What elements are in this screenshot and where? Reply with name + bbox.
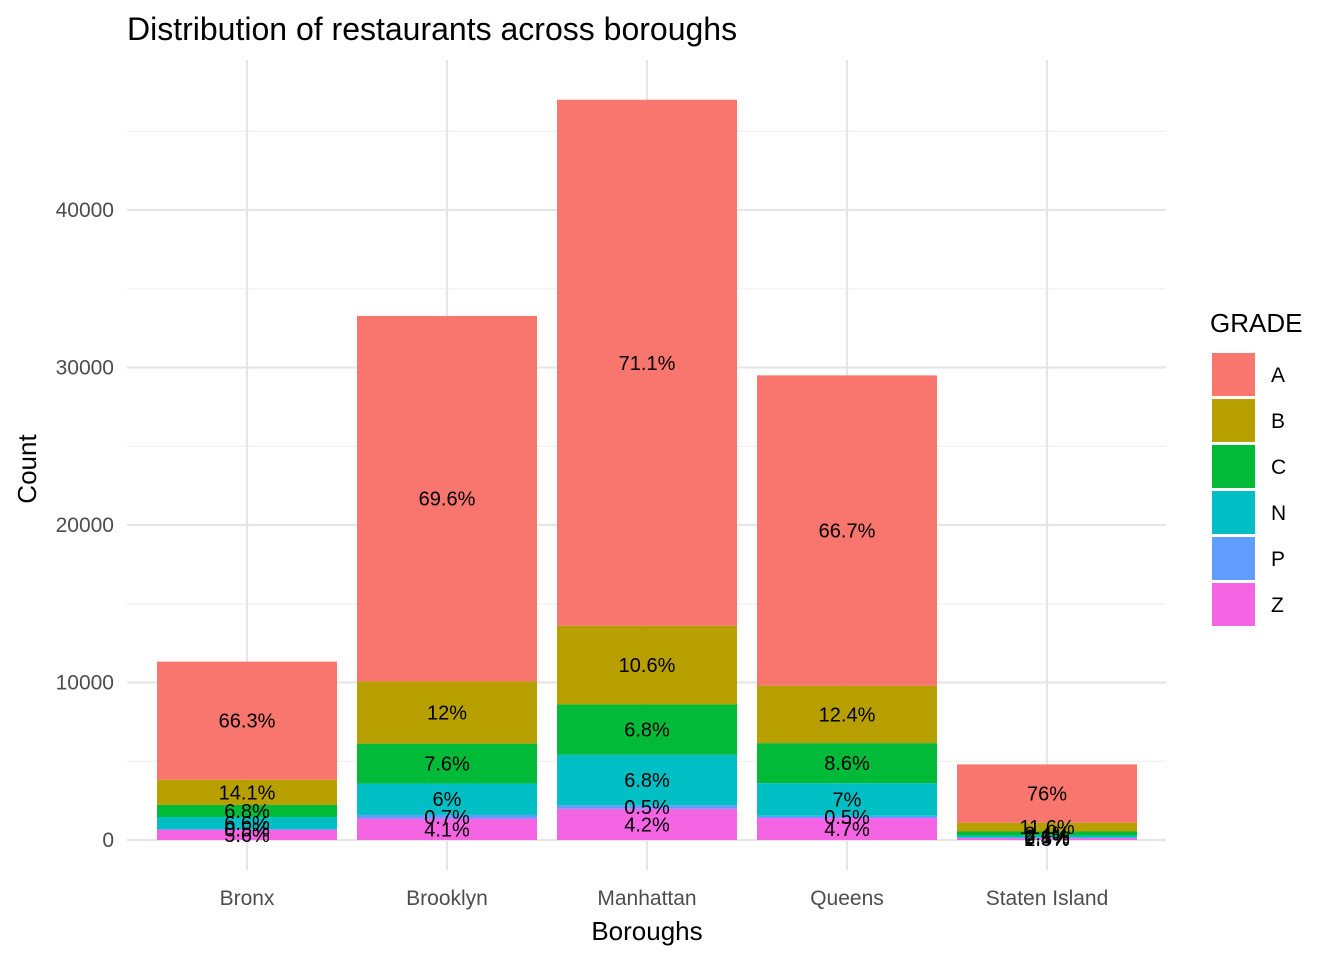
y-tick-label: 0 [102, 829, 114, 852]
legend-label-z: Z [1271, 594, 1284, 617]
bar-segment-n [157, 817, 337, 830]
y-tick-label: 10000 [56, 672, 114, 695]
bar-segment-n [357, 783, 537, 815]
bar-label-b: 10.6% [619, 655, 676, 677]
bar-segment-z [357, 818, 537, 840]
bar-segment-c [357, 743, 537, 784]
legend-label-p: P [1271, 548, 1285, 571]
x-tick-label: Staten Island [986, 887, 1109, 910]
legend-label-b: B [1271, 410, 1285, 433]
x-tick-label: Brooklyn [406, 887, 488, 910]
bar-segment-b [357, 681, 537, 744]
bar-label-z: 4.2% [624, 814, 670, 836]
bar-label-p: 0.7% [424, 807, 470, 829]
bar-label-p: 0.5% [224, 819, 270, 841]
bar-label-a: 66.7% [819, 521, 876, 543]
bar-segment-p [357, 814, 537, 819]
bar-label-p: 0.5% [824, 807, 870, 829]
bar-label-a: 76% [1027, 784, 1067, 806]
bar-label-z: 5.6% [224, 825, 270, 847]
x-axis-ticks: Bronx Brooklyn Manhattan Queens Staten Islan… [220, 887, 1109, 910]
bar-label-z: 4.7% [824, 819, 870, 841]
stacked-bars [157, 99, 1137, 840]
chart-title: Distribution of restaurants across borou… [127, 11, 737, 47]
bar-label-b: 12% [427, 703, 467, 725]
bar-segment-z [557, 808, 737, 840]
legend-label-n: N [1271, 502, 1286, 525]
bar-label-n: 7% [833, 789, 862, 811]
bar-label-z: 2.5% [1024, 829, 1070, 851]
bar-segment-p [757, 815, 937, 819]
bar-segment-p [157, 829, 337, 830]
bar-label-c: 7.6% [424, 754, 470, 776]
bar-label-z: 4.1% [424, 819, 470, 841]
bar-label-c: 8.6% [824, 753, 870, 775]
bar-segment-n [957, 835, 1137, 838]
y-axis-title: Count [12, 434, 42, 504]
bar-segment-n [757, 783, 937, 816]
legend-title: GRADE [1210, 308, 1302, 338]
x-tick-label: Bronx [220, 887, 275, 910]
bar-label-n: 2.1% [1024, 827, 1070, 849]
legend-label-c: C [1271, 456, 1286, 479]
bar-label-b: 11.6% [1019, 817, 1074, 839]
bar-segment-a [157, 661, 337, 780]
bar-label-c: 6.8% [624, 720, 670, 742]
bar-segment-c [557, 704, 737, 755]
bar-segment-b [757, 685, 937, 744]
bar-segment-b [957, 822, 1137, 832]
bar-segment-b [157, 779, 337, 805]
y-axis-ticks: 0 10000 20000 30000 40000 [56, 199, 114, 852]
bar-percent-labels: 5.6%0.5%6.6%6.8%14.1%66.3%4.1%0.7%6%7.6%… [219, 353, 1075, 851]
bar-label-c: 2.4% [1024, 823, 1070, 845]
bar-segment-a [557, 99, 737, 626]
legend-label-a: A [1271, 364, 1285, 387]
bar-label-b: 12.4% [819, 704, 876, 726]
bar-label-a: 69.6% [419, 489, 476, 511]
legend-key-a [1212, 353, 1255, 396]
bar-segment-n [557, 754, 737, 806]
x-tick-label: Queens [810, 887, 884, 910]
bar-segment-a [757, 375, 937, 686]
bar-label-a: 66.3% [219, 711, 276, 733]
legend-key-c [1212, 445, 1255, 488]
bar-segment-z [757, 818, 937, 840]
bar-segment-b [557, 625, 737, 705]
bar-segment-c [757, 743, 937, 784]
bar-segment-c [957, 831, 1137, 836]
bar-label-p: 0.4% [1024, 828, 1070, 850]
x-tick-label: Manhattan [597, 887, 696, 910]
bar-label-b: 14.1% [219, 782, 276, 804]
bar-segment-c [157, 804, 337, 818]
y-tick-label: 20000 [56, 514, 114, 537]
bar-segment-a [957, 764, 1137, 823]
legend-key-n [1212, 491, 1255, 534]
legend-key-z [1212, 583, 1255, 626]
legend-key-b [1212, 399, 1255, 442]
bar-label-n: 6.6% [224, 813, 270, 835]
y-tick-label: 30000 [56, 357, 114, 380]
y-tick-label: 40000 [56, 199, 114, 222]
bar-label-n: 6.8% [624, 770, 670, 792]
bar-label-a: 71.1% [619, 353, 676, 375]
bar-segment-a [357, 315, 537, 682]
bar-label-p: 0.5% [624, 797, 670, 819]
bar-segment-p [557, 805, 737, 809]
bar-segment-z [957, 838, 1137, 840]
legend-key-p [1212, 537, 1255, 580]
bar-label-n: 6% [433, 789, 462, 811]
bar-label-c: 6.8% [224, 801, 270, 823]
x-axis-title: Boroughs [591, 916, 702, 946]
bar-segment-z [157, 829, 337, 840]
